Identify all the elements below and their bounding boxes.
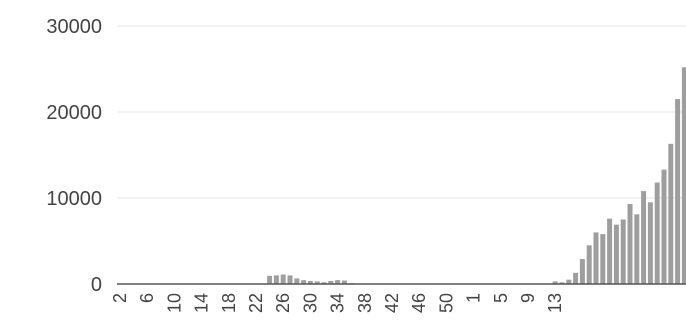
bar: [600, 234, 606, 284]
x-tick-label: 9: [518, 293, 538, 303]
y-tick-label: 10000: [46, 188, 102, 210]
x-tick-label: 38: [355, 293, 375, 313]
bar: [641, 191, 647, 284]
bar: [593, 232, 599, 284]
x-tick-label: 10: [164, 293, 184, 313]
bar: [579, 259, 585, 284]
bar: [314, 281, 320, 284]
x-tick-label: 1: [464, 293, 484, 303]
bar: [620, 219, 626, 284]
bar: [654, 182, 660, 284]
y-tick-label: 0: [91, 274, 102, 296]
bar: [613, 224, 619, 284]
bar: [287, 275, 293, 284]
bar: [301, 280, 307, 284]
y-tick-label: 20000: [46, 102, 102, 124]
x-tick-label: 46: [409, 293, 429, 313]
x-tick-label: 50: [436, 293, 456, 313]
x-tick-label: 5: [491, 293, 511, 303]
bar: [280, 274, 286, 284]
bar: [681, 67, 686, 284]
bar: [307, 280, 313, 284]
bar: [267, 275, 273, 284]
bars: [267, 67, 686, 284]
bar: [661, 169, 667, 284]
bar: [273, 275, 279, 284]
bar: [552, 281, 558, 284]
bar: [586, 245, 592, 284]
gridlines: [117, 25, 686, 199]
x-tick-label: 2: [110, 293, 130, 303]
x-tick-label: 22: [246, 293, 266, 313]
bar: [668, 143, 674, 284]
bar: [335, 280, 341, 284]
x-tick-label: 30: [300, 293, 320, 313]
bar: [328, 280, 334, 284]
bar: [573, 272, 579, 284]
x-tick-label: 6: [137, 293, 157, 303]
bar: [294, 278, 300, 284]
x-tick-label: 34: [328, 293, 348, 313]
x-tick-label: 14: [192, 293, 212, 313]
bar: [675, 99, 681, 284]
y-axis-ticks: 0 10000 20000 30000: [46, 16, 102, 296]
bar: [634, 214, 640, 284]
y-tick-label: 30000: [46, 16, 102, 38]
bar: [566, 279, 572, 284]
x-tick-label: 18: [219, 293, 239, 313]
bar: [607, 218, 613, 284]
bar: [321, 282, 327, 284]
bar: [559, 282, 565, 284]
x-tick-label: 13: [545, 293, 565, 313]
x-tick-label: 26: [273, 293, 293, 313]
bar: [647, 202, 653, 284]
bar: [341, 280, 347, 284]
bar: [627, 204, 633, 284]
x-tick-label: 42: [382, 293, 402, 313]
x-axis-ticks: 2 6 10 14 18 22 26 30 34 38 42 46 50 1 5 9 13: [110, 293, 565, 313]
